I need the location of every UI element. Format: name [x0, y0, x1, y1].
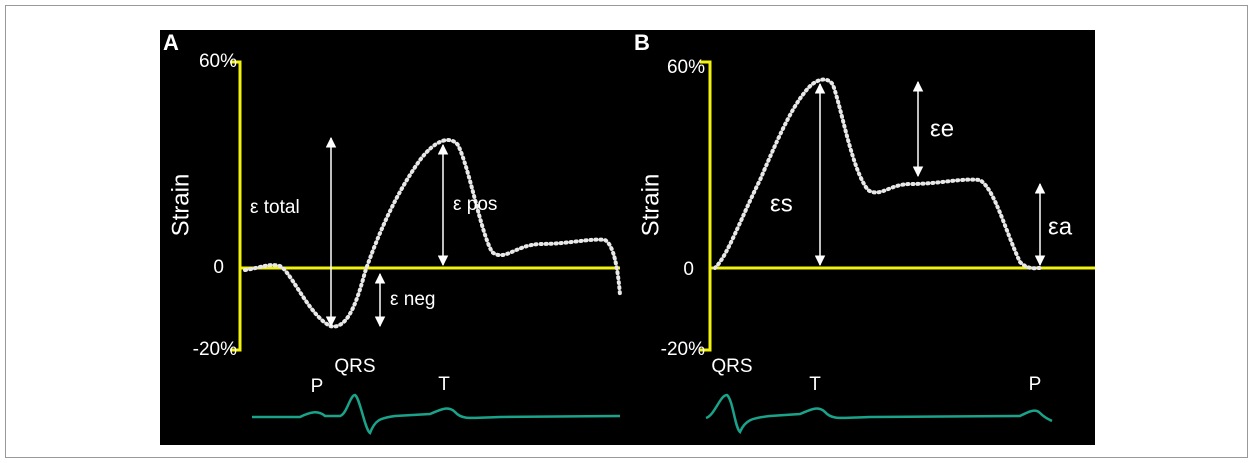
y-axis-label: Strain [167, 174, 194, 237]
tick-label: 60% [199, 51, 237, 72]
ecg-label: T [438, 374, 450, 395]
annotation: ε total [250, 197, 300, 218]
tick-label: -20% [661, 339, 705, 360]
tick-label: -20% [193, 339, 237, 360]
ecg-label: P [311, 376, 324, 397]
image-area [160, 30, 1095, 445]
panel-label: A [163, 30, 179, 55]
panel-label: B [634, 30, 650, 55]
ecg-label: QRS [334, 356, 375, 377]
figure: A Strain 60% 0 -20% ε total ε pos ε neg … [0, 0, 1253, 463]
annotation: εs [770, 190, 793, 217]
tick-label: 60% [667, 57, 705, 78]
annotation: εe [930, 115, 954, 142]
ecg-label: QRS [711, 356, 752, 377]
ecg-label: P [1029, 374, 1042, 395]
annotation: ε neg [390, 289, 435, 310]
tick-label: 0 [213, 257, 224, 278]
annotation: εa [1048, 213, 1073, 240]
ecg-label: T [809, 374, 821, 395]
y-axis-label: Strain [637, 174, 664, 237]
tick-label: 0 [683, 259, 694, 280]
annotation: ε pos [453, 194, 497, 215]
